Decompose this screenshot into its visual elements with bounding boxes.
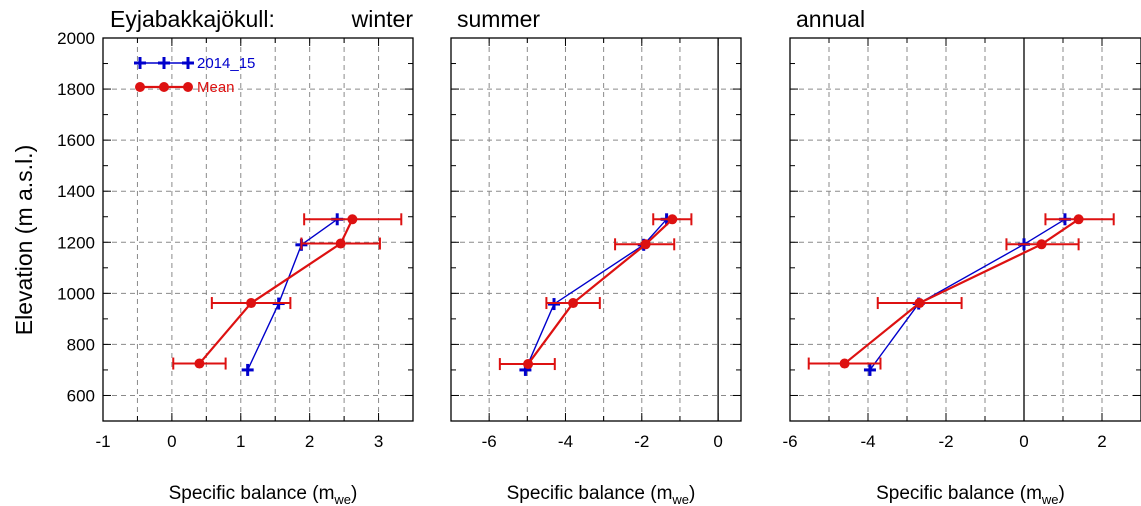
mean-point [246, 298, 257, 309]
x-axis-label-close: ) [1059, 483, 1065, 504]
mean-point [194, 358, 205, 369]
mean-line [198, 218, 354, 365]
plot-frame [789, 37, 1141, 422]
series-2014-point [241, 363, 254, 376]
series-2014-point [863, 363, 876, 376]
mean-point [839, 358, 850, 369]
x-tick-label: 2 [305, 432, 314, 451]
mean-point [640, 239, 651, 250]
x-tick-label: 0 [167, 432, 176, 451]
panel-title: annual [796, 6, 865, 32]
x-tick-label: -4 [860, 432, 875, 451]
legend-marker [135, 82, 145, 92]
summer-panel: -6 -4 -2 0 summer Specific balance (mwe) [450, 6, 742, 506]
glacier-title: Eyjabakkajökull: [110, 6, 275, 32]
mean-point [335, 238, 346, 249]
mean-line [527, 218, 674, 365]
legend-marker [158, 57, 170, 69]
series-2014-point [548, 298, 561, 311]
x-axis-label-sub: we [1041, 492, 1059, 506]
x-axis-label-main: Specific balance (m [169, 483, 335, 504]
y-tick-label: 2000 [57, 29, 95, 48]
legend-marker [183, 82, 193, 92]
y-tick-label: 800 [67, 335, 95, 354]
x-axis-label-main: Specific balance (m [507, 483, 673, 504]
y-axis-label-group: Elevation (m a.s.l.) [11, 145, 37, 335]
x-tick-label: 2 [1097, 432, 1106, 451]
mean-line [843, 218, 1080, 365]
legend-marker [134, 57, 146, 69]
mean-point [1036, 239, 1047, 250]
series-2014-line [247, 218, 338, 371]
series-2014-line [524, 218, 668, 371]
plot-frame [450, 37, 742, 422]
plot-frame [102, 37, 414, 422]
x-axis-label-sub: we [671, 492, 689, 506]
panel-title: winter [351, 6, 414, 32]
panel-title: summer [457, 6, 540, 32]
mean-point [523, 359, 534, 370]
x-tick-label: -4 [558, 432, 573, 451]
x-axis-label-close: ) [689, 483, 695, 504]
x-tick-label: -6 [782, 432, 797, 451]
legend-label: 2014_15 [197, 55, 255, 72]
winter-panel: -1 0 1 2 3 600 800 1000 1200 1400 1600 1800 2000 Eyja… [57, 6, 414, 506]
mean-point [1073, 214, 1084, 225]
series-2014-line [869, 218, 1066, 371]
legend-label: Mean [197, 79, 235, 96]
x-axis-label: Specific balance (mwe) [876, 483, 1065, 506]
mean-point [568, 298, 579, 309]
x-tick-label: 1 [236, 432, 245, 451]
x-tick-label: -6 [482, 432, 497, 451]
x-tick-label: -2 [634, 432, 649, 451]
annual-panel: -6 -4 -2 0 2 annual Specific balance (mwe) [782, 6, 1141, 506]
x-axis-label: Specific balance (mwe) [507, 483, 696, 506]
x-tick-label: -2 [938, 432, 953, 451]
mean-point [914, 298, 925, 309]
x-tick-label: 3 [374, 432, 383, 451]
legend-marker [159, 82, 169, 92]
x-tick-label: -1 [95, 432, 110, 451]
mean-point [347, 214, 358, 225]
x-axis-label-sub: we [333, 492, 351, 506]
y-tick-label: 1800 [57, 80, 95, 99]
x-axis-label: Specific balance (mwe) [169, 483, 358, 506]
legend-marker [182, 57, 194, 69]
y-tick-label: 1000 [57, 284, 95, 303]
x-tick-label: 0 [1019, 432, 1028, 451]
y-tick-label: 1400 [57, 182, 95, 201]
y-tick-label: 1600 [57, 131, 95, 150]
y-axis-label: Elevation (m a.s.l.) [11, 145, 37, 335]
y-tick-label: 600 [67, 386, 95, 405]
y-tick-label: 1200 [57, 233, 95, 252]
x-tick-label: 0 [713, 432, 722, 451]
mean-point [667, 214, 678, 225]
x-axis-label-close: ) [351, 483, 357, 504]
x-axis-label-main: Specific balance (m [876, 483, 1042, 504]
